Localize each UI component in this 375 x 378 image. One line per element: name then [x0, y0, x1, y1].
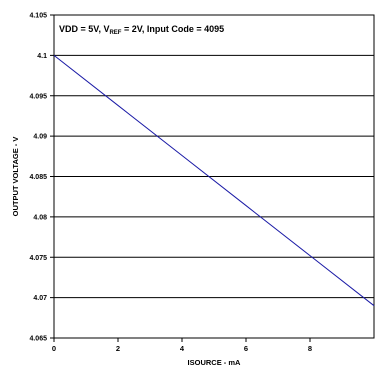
x-tick-label: 0 — [52, 344, 56, 353]
x-tick-label: 4 — [180, 344, 185, 353]
y-tick-label: 4.08 — [33, 214, 47, 221]
title-subscript: REF — [109, 30, 121, 36]
y-axis-label: OUTPUT VOLTAGE - V — [11, 137, 20, 217]
series-layer — [53, 54, 375, 307]
x-tick-label: 6 — [244, 344, 248, 353]
x-axis-label: ISOURCE - mA — [188, 358, 242, 367]
y-tick-label: 4.095 — [29, 93, 47, 100]
y-tick-label: 4.09 — [33, 134, 47, 141]
y-tick-label: 4.105 — [29, 13, 47, 20]
title-prefix: VDD = 5V, V — [59, 24, 109, 34]
x-tick-label: 2 — [116, 344, 120, 353]
x-axis-ticks: 0 2 4 6 8 — [52, 338, 312, 353]
y-tick-label: 4.075 — [29, 255, 47, 262]
grid-lines — [54, 14, 374, 339]
series-line — [53, 54, 375, 307]
x-tick-label: 8 — [308, 344, 312, 353]
y-tick-label: 4.085 — [29, 174, 47, 181]
y-tick-label: 4.1 — [37, 53, 47, 60]
chart-title: VDD = 5V, VREF = 2V, Input Code = 4095 — [59, 24, 224, 36]
y-tick-label: 4.065 — [29, 336, 47, 343]
y-tick-label: 4.07 — [33, 295, 47, 302]
title-suffix: = 2V, Input Code = 4095 — [121, 24, 224, 34]
y-axis-ticks: 4.065 4.07 4.075 4.08 4.085 4.09 4.095 4.1 4.105 — [29, 13, 54, 343]
